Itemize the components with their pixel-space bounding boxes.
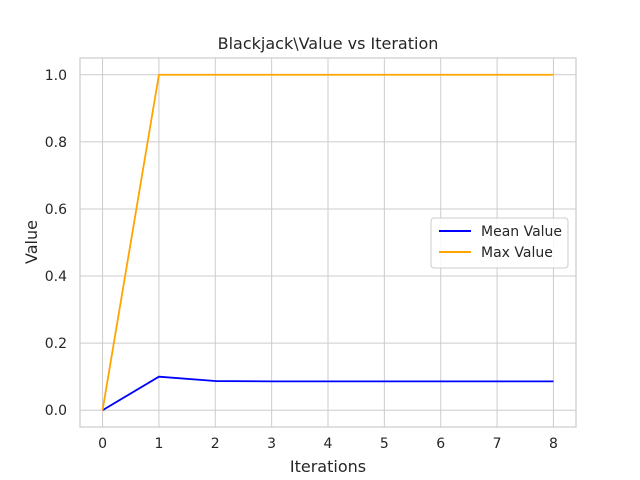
x-tick-label: 3 [267, 436, 276, 452]
x-axis-label: Iterations [290, 457, 366, 476]
grid [80, 58, 576, 427]
y-axis-label: Value [22, 220, 41, 264]
plot-frame [79, 57, 577, 428]
legend: Mean Value Max Value [430, 217, 569, 269]
x-tick-label: 5 [380, 436, 389, 452]
y-tick-label: 0.4 [45, 269, 67, 285]
x-tick-label: 2 [211, 436, 220, 452]
series-line-mean-value [102, 375, 554, 412]
x-tick-label: 7 [493, 436, 502, 452]
x-tick-label: 6 [436, 436, 445, 452]
legend-label-max-value: Max Value [481, 245, 553, 261]
y-axis-ticks: 0.0 0.2 0.4 0.6 0.8 1.0 [45, 68, 67, 419]
y-tick-label: 1.0 [45, 68, 67, 84]
y-tick-label: 0.2 [45, 336, 67, 352]
y-tick-label: 0.0 [45, 403, 67, 419]
y-tick-label: 0.8 [45, 135, 67, 151]
x-tick-label: 8 [549, 436, 558, 452]
x-tick-label: 4 [324, 436, 333, 452]
legend-label-mean-value: Mean Value [481, 224, 562, 240]
series-line-max-value [101, 73, 554, 411]
chart-title: Blackjack\Value vs Iteration [218, 34, 439, 53]
x-tick-label: 1 [154, 436, 163, 452]
y-tick-label: 0.6 [45, 202, 67, 218]
x-tick-label: 0 [98, 436, 107, 452]
x-axis-ticks: 0 1 2 3 4 5 6 7 8 [98, 436, 558, 452]
series-group [101, 73, 554, 412]
